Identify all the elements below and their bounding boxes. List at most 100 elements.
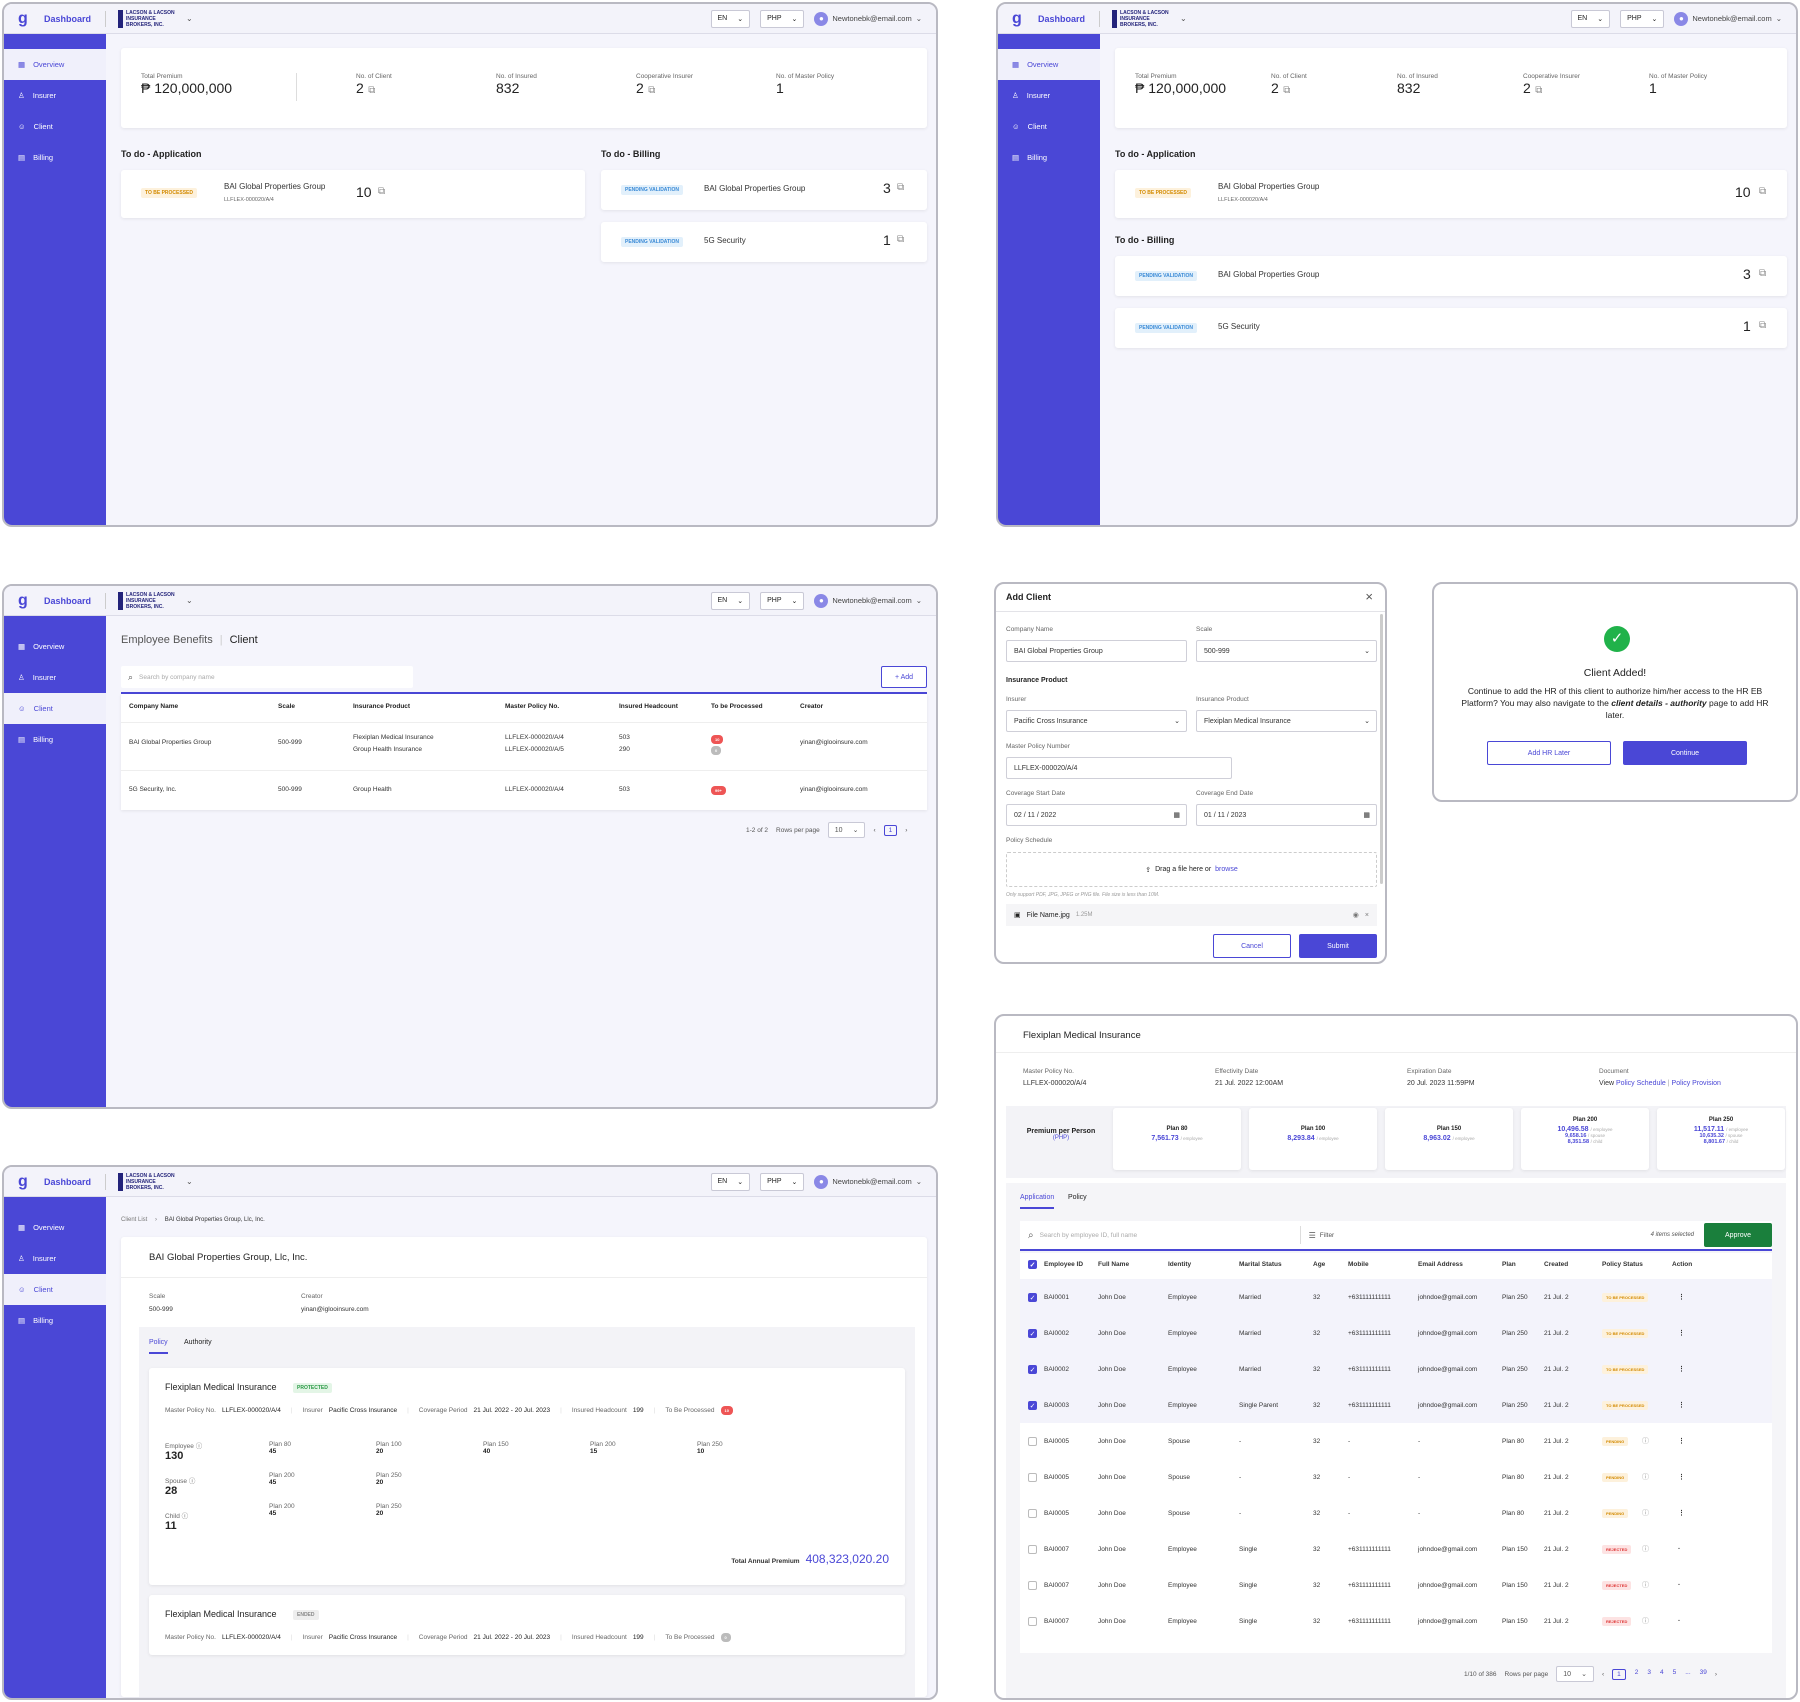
more-icon[interactable]: ⋮ [1678, 1474, 1685, 1481]
tab-policy[interactable]: Policy [1068, 1194, 1087, 1201]
app-logo-icon[interactable]: ɡ [18, 1172, 28, 1190]
table-row[interactable]: ✓ BAI0001 John Doe Employee Married 32 +631111… [1020, 1279, 1772, 1315]
sidebar-item-overview[interactable]: ▦ Overview [998, 49, 1100, 80]
dashboard-title[interactable]: Dashboard [1038, 13, 1086, 24]
info-icon[interactable]: ⓘ [1642, 1546, 1649, 1553]
language-select[interactable]: EN ⌄ [1570, 9, 1611, 28]
todo-billing-item[interactable]: PENDING VALIDATION BAI Global Properties… [601, 170, 927, 210]
external-link-icon[interactable]: ⧉ [378, 186, 386, 197]
table-row[interactable]: BAI0007 John Doe Employee Single 32 +63111111… [1020, 1603, 1772, 1639]
sidebar-item-client[interactable]: ☺ Client [4, 1274, 106, 1305]
user-menu[interactable]: ● Newtonebk@email.com ⌄ [814, 593, 922, 608]
scrollbar[interactable] [1380, 614, 1383, 884]
page-button[interactable]: 4 [1659, 1668, 1664, 1676]
add-button[interactable]: + Add [881, 666, 927, 688]
breadcrumb-item[interactable]: Employee Benefits [121, 634, 213, 646]
external-link-icon[interactable]: ⧉ [1759, 268, 1767, 279]
more-icon[interactable]: · [1678, 1545, 1681, 1553]
master-policy-field[interactable]: LLFLEX-000020/A/4 [1006, 757, 1232, 779]
row-checkbox[interactable] [1028, 1472, 1037, 1482]
continue-button[interactable]: Continue [1623, 741, 1747, 765]
search-input[interactable]: ⌕ Search by company name [121, 666, 413, 688]
submit-button[interactable]: Submit [1299, 934, 1377, 958]
more-icon[interactable]: · [1678, 1617, 1681, 1625]
tab-policy[interactable]: Policy [149, 1339, 168, 1354]
chevron-down-icon[interactable]: ⌄ [186, 14, 193, 23]
todo-billing-item[interactable]: PENDING VALIDATION BAI Global Properties… [1115, 256, 1787, 296]
cell-company[interactable]: 5G Security, Inc. [129, 786, 177, 793]
select-all-checkbox[interactable]: ✓ [1028, 1259, 1037, 1269]
info-icon[interactable]: ⓘ [1642, 1618, 1649, 1625]
user-menu[interactable]: ● Newtonebk@email.com ⌄ [1674, 11, 1782, 26]
rows-per-page-select[interactable]: 10 ⌄ [827, 822, 866, 838]
language-select[interactable]: EN ⌄ [710, 1172, 751, 1191]
more-icon[interactable]: ⋮ [1678, 1510, 1685, 1517]
currency-select[interactable]: PHP ⌄ [760, 9, 805, 28]
external-link-icon[interactable]: ⧉ [897, 182, 905, 193]
more-icon[interactable]: ⋮ [1678, 1294, 1685, 1301]
insurer-select[interactable]: Pacific Cross Insurance ⌄ [1006, 710, 1187, 732]
add-hr-later-button[interactable]: Add HR Later [1487, 741, 1611, 765]
table-row[interactable]: BAI0005 John Doe Spouse - 32 - - Plan 80 21 Jul.… [1020, 1423, 1772, 1459]
sidebar-item-billing[interactable]: ▤ Billing [1012, 153, 1048, 162]
dashboard-title[interactable]: Dashboard [44, 595, 92, 606]
rows-per-page-select[interactable]: 10 ⌄ [1556, 1666, 1594, 1682]
policy-schedule-link[interactable]: Policy Schedule [1616, 1080, 1666, 1087]
page-button[interactable]: 2 [1634, 1668, 1639, 1676]
prev-page-icon[interactable]: ‹ [1601, 1670, 1605, 1678]
sidebar-item-client[interactable]: ☺ Client [1012, 122, 1047, 131]
help-icon[interactable]: ⓘ [181, 1513, 189, 1520]
page-button[interactable]: 1 [1612, 1668, 1626, 1680]
sidebar-item-insurer[interactable]: ♙ Insurer [18, 673, 57, 682]
table-row[interactable]: ✓ BAI0002 John Doe Employee Married 32 +631111… [1020, 1351, 1772, 1387]
app-logo-icon[interactable]: ɡ [1012, 9, 1022, 27]
currency-select[interactable]: PHP ⌄ [1620, 9, 1665, 28]
next-page-icon[interactable]: › [905, 826, 908, 834]
close-icon[interactable]: × [1364, 911, 1369, 919]
prev-page-icon[interactable]: ‹ [873, 826, 876, 834]
filter-button[interactable]: Filter [1319, 1231, 1335, 1239]
approve-button[interactable]: Approve [1704, 1223, 1772, 1247]
page-button[interactable]: ... [1685, 1668, 1691, 1676]
sidebar-item-client[interactable]: ☺ Client [4, 693, 106, 724]
tab-authority[interactable]: Authority [184, 1339, 212, 1346]
sidebar-item-billing[interactable]: ▤ Billing [18, 1316, 54, 1325]
external-link-icon[interactable]: ⧉ [897, 234, 905, 245]
row-checkbox[interactable] [1028, 1436, 1037, 1446]
page-button[interactable]: 39 [1699, 1668, 1707, 1676]
end-date-field[interactable]: 01 / 11 / 2023 ▦ [1196, 804, 1377, 826]
sidebar-item-billing[interactable]: ▤ Billing [18, 735, 54, 744]
app-logo-icon[interactable]: ɡ [18, 9, 28, 27]
sidebar-item-insurer[interactable]: ♙ Insurer [18, 1254, 57, 1263]
scale-select[interactable]: 500-999 ⌄ [1196, 640, 1377, 662]
help-icon[interactable]: ⓘ [188, 1478, 196, 1485]
todo-application-item[interactable]: TO BE PROCESSED BAI Global Properties Gr… [121, 170, 585, 218]
info-icon[interactable]: ⓘ [1642, 1510, 1649, 1517]
todo-application-item[interactable]: TO BE PROCESSED BAI Global Properties Gr… [1115, 170, 1787, 218]
sidebar-item-insurer[interactable]: ♙ Insurer [1012, 91, 1051, 100]
external-link-icon[interactable]: ⧉ [1759, 186, 1767, 197]
policy-card[interactable]: Flexiplan Medical Insurance ENDED Master… [149, 1595, 905, 1655]
eye-icon[interactable]: ◉ [1352, 912, 1359, 919]
row-checkbox[interactable] [1028, 1508, 1037, 1518]
row-checkbox[interactable]: ✓ [1028, 1328, 1037, 1338]
language-select[interactable]: EN ⌄ [710, 9, 751, 28]
todo-billing-item[interactable]: PENDING VALIDATION 5G Security 1 ⧉ [601, 222, 927, 262]
table-row[interactable]: BAI0007 John Doe Employee Single 32 +63111111… [1020, 1567, 1772, 1603]
policy-card[interactable]: Flexiplan Medical Insurance PROTECTED Ma… [149, 1368, 905, 1585]
policy-provision-link[interactable]: Policy Provision [1671, 1080, 1721, 1087]
more-icon[interactable]: ⋮ [1678, 1366, 1685, 1373]
row-checkbox[interactable]: ✓ [1028, 1292, 1037, 1302]
dashboard-title[interactable]: Dashboard [44, 1176, 92, 1187]
external-link-icon[interactable]: ⧉ [368, 85, 376, 96]
calendar-icon[interactable]: ▦ [1363, 812, 1370, 819]
chevron-down-icon[interactable]: ⌄ [1180, 14, 1187, 23]
sidebar-item-overview[interactable]: ▦ Overview [18, 642, 65, 651]
external-link-icon[interactable]: ⧉ [1283, 85, 1291, 96]
file-dropzone[interactable]: ⇪ Drag a file here or browse [1006, 852, 1377, 887]
page-button[interactable]: 3 [1647, 1668, 1651, 1676]
search-input[interactable]: Search by employee ID, full name [1039, 1231, 1138, 1239]
currency-select[interactable]: PHP ⌄ [760, 591, 805, 610]
breadcrumb-item[interactable]: Client List [121, 1217, 148, 1223]
start-date-field[interactable]: 02 / 11 / 2022 ▦ [1006, 804, 1187, 826]
